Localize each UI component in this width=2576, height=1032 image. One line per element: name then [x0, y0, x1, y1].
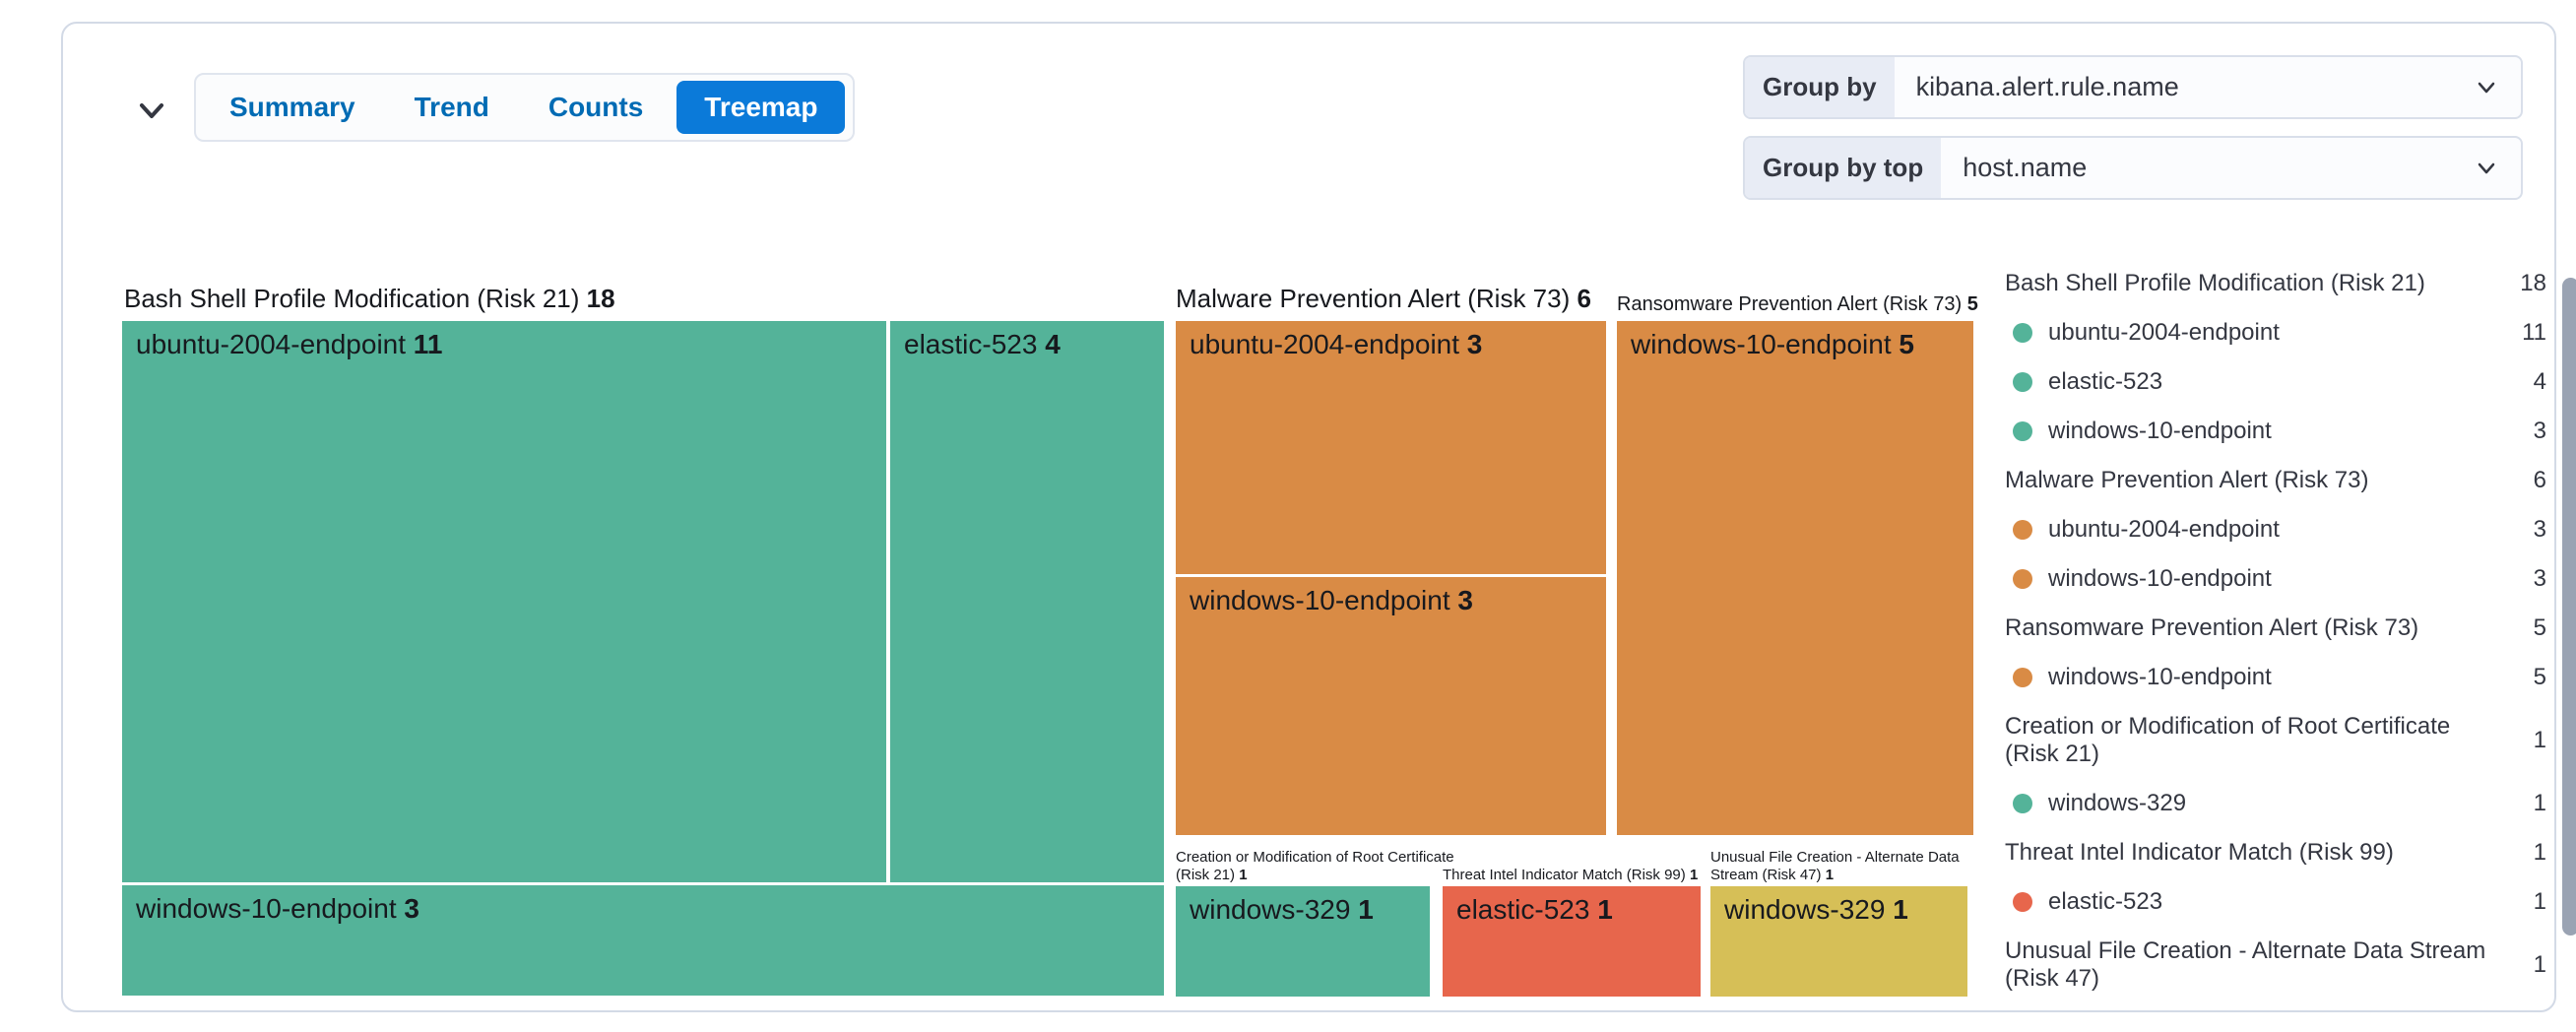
- legend-color-dot: [2013, 421, 2032, 441]
- treemap-tile-windows-329[interactable]: windows-329 1: [1176, 886, 1430, 997]
- legend-child-row: windows-10-endpoint 5: [2005, 664, 2546, 691]
- treemap-tile-windows-329[interactable]: windows-329 1: [1710, 886, 1967, 997]
- group-by-top-select[interactable]: host.name: [1963, 153, 2088, 182]
- group-by-label: Group by: [1745, 57, 1895, 117]
- chevron-down-icon[interactable]: [2472, 57, 2521, 117]
- treemap-legend: Bash Shell Profile Modification (Risk 21…: [2005, 270, 2546, 1014]
- treemap-tile-windows-10-endpoint[interactable]: windows-10-endpoint 3: [122, 885, 1164, 996]
- treemap-tile-elastic-523[interactable]: elastic-523 4: [890, 321, 1164, 882]
- group-by-control: Group by kibana.alert.rule.name: [1743, 55, 2523, 119]
- chevron-down-icon: [132, 91, 171, 130]
- legend-child-row: ubuntu-2004-endpoint 3: [2005, 516, 2546, 544]
- treemap-group-header: Bash Shell Profile Modification (Risk 21…: [124, 284, 615, 313]
- alerts-panel: Summary Trend Counts Treemap Group by kiban…: [61, 22, 2576, 1014]
- legend-child-row: elastic-523 1: [2005, 888, 2546, 916]
- legend-color-dot: [2013, 323, 2032, 343]
- legend-color-dot: [2013, 892, 2032, 912]
- legend-child-row: windows-10-endpoint 3: [2005, 565, 2546, 593]
- view-tabs-group: Summary Trend Counts Treemap: [194, 73, 856, 142]
- treemap-tile-windows-10-endpoint[interactable]: windows-10-endpoint 5: [1617, 321, 1973, 835]
- legend-group-row: Ransomware Prevention Alert (Risk 73) 5: [2005, 614, 2546, 641]
- treemap-group-header: Unusual File Creation - Alternate Data St…: [1710, 849, 1960, 883]
- treemap-tile-ubuntu-2004-endpoint[interactable]: ubuntu-2004-endpoint 3: [1176, 321, 1606, 574]
- legend-group-row: Unusual File Creation - Alternate Data S…: [2005, 937, 2546, 992]
- treemap-tile-windows-10-endpoint[interactable]: windows-10-endpoint 3: [1176, 577, 1606, 835]
- chevron-down-icon[interactable]: [2472, 138, 2521, 198]
- group-by-top-label: Group by top: [1745, 138, 1942, 198]
- legend-child-row: windows-329 1: [2005, 790, 2546, 817]
- legend-color-dot: [2013, 668, 2032, 687]
- legend-group-row: Threat Intel Indicator Match (Risk 99) 1: [2005, 839, 2546, 866]
- treemap-tile-elastic-523[interactable]: elastic-523 1: [1443, 886, 1701, 997]
- treemap-canvas: Bash Shell Profile Modification (Risk 21…: [122, 278, 1978, 1008]
- legend-group-row: Malware Prevention Alert (Risk 73) 6: [2005, 467, 2546, 493]
- legend-color-dot: [2013, 569, 2032, 589]
- treemap-group-header: Malware Prevention Alert (Risk 73) 6: [1176, 284, 1591, 313]
- tab-trend[interactable]: Trend: [385, 75, 519, 140]
- legend-child-row: elastic-523 4: [2005, 368, 2546, 396]
- legend-color-dot: [2013, 794, 2032, 813]
- collapse-panel-button[interactable]: [126, 85, 177, 136]
- treemap-tile-ubuntu-2004-endpoint[interactable]: ubuntu-2004-endpoint 11: [122, 321, 886, 882]
- treemap-group-header: Threat Intel Indicator Match (Risk 99) 1: [1443, 867, 1699, 883]
- tab-treemap[interactable]: Treemap: [676, 81, 846, 134]
- legend-group-row: Bash Shell Profile Modification (Risk 21…: [2005, 270, 2546, 296]
- group-by-top-control: Group by top host.name: [1743, 136, 2523, 200]
- tab-counts[interactable]: Counts: [519, 75, 673, 140]
- treemap-group-header: Ransomware Prevention Alert (Risk 73) 5: [1617, 293, 1978, 315]
- treemap-group-header: Creation or Modification of Root Certifi…: [1176, 849, 1454, 883]
- tab-summary[interactable]: Summary: [200, 75, 385, 140]
- legend-color-dot: [2013, 520, 2032, 540]
- legend-child-row: ubuntu-2004-endpoint 11: [2005, 319, 2546, 347]
- legend-group-row: Creation or Modification of Root Certifi…: [2005, 713, 2546, 767]
- legend-scrollbar[interactable]: [2562, 278, 2576, 935]
- group-by-select[interactable]: kibana.alert.rule.name: [1915, 72, 2179, 101]
- legend-color-dot: [2013, 372, 2032, 392]
- legend-child-row: windows-10-endpoint 3: [2005, 418, 2546, 445]
